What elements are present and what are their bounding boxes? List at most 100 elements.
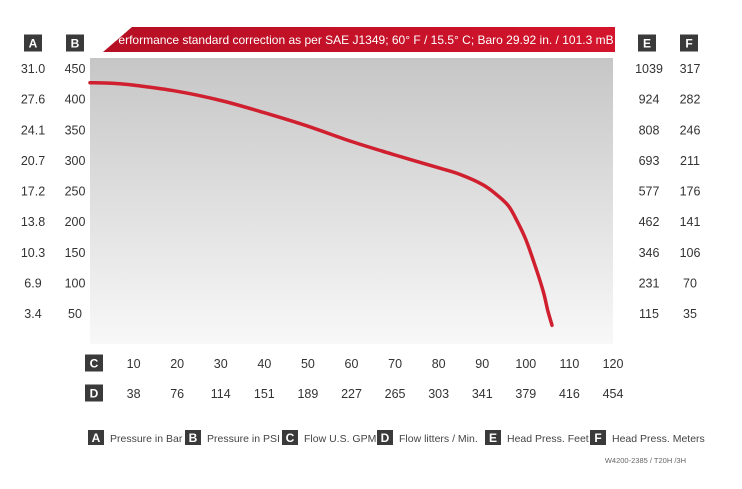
axis-f-tick: 35 — [683, 307, 697, 321]
legend-badge-box — [377, 430, 393, 445]
axis-c-badge-box — [85, 354, 103, 372]
axis-f-badge-letter: F — [685, 37, 692, 51]
legend-label: Flow U.S. GPM — [304, 433, 376, 445]
axis-a-tick: 20.7 — [21, 154, 45, 168]
axis-b-tick: 150 — [65, 246, 86, 260]
axis-b-tick: 50 — [68, 307, 82, 321]
axis-d-badge-letter: D — [90, 387, 99, 401]
axis-d-tick: 416 — [559, 387, 580, 401]
pressure-curve-line — [88, 80, 554, 328]
title-banner — [103, 27, 615, 52]
axis-b-tick: 250 — [65, 185, 86, 199]
axis-c-tick: 90 — [475, 357, 489, 371]
axis-d-badge-box — [85, 384, 103, 402]
axis-c-badge: C — [85, 354, 103, 372]
axis-c-tick: 110 — [559, 357, 579, 371]
axis-d-badge: D — [85, 384, 103, 402]
axis-c-tick: 30 — [214, 357, 228, 371]
axis-b-badge: B — [66, 34, 84, 52]
axis-f-tick: 70 — [683, 276, 697, 290]
axis-a-badge-box — [24, 34, 42, 52]
axis-d-tick: 454 — [603, 387, 624, 401]
axis-f-tick: 141 — [680, 215, 701, 229]
axis-f-badge: F — [680, 34, 698, 52]
axis-f-tick: 106 — [680, 246, 701, 260]
axis-c-tick: 100 — [515, 357, 536, 371]
axis-c-tick: 20 — [170, 357, 184, 371]
axis-d-tick: 151 — [254, 387, 275, 401]
axis-d-tick: 76 — [170, 387, 184, 401]
axis-a-badge: A — [24, 34, 42, 52]
legend-badge-box — [590, 430, 606, 445]
axis-d-tick: 38 — [127, 387, 141, 401]
axis-c-tick: 40 — [257, 357, 271, 371]
legend-badge-box — [485, 430, 501, 445]
legend-item-a: A Pressure in Bar — [88, 430, 183, 445]
axis-d-tick: 265 — [385, 387, 406, 401]
axis-e-badge-box — [638, 34, 656, 52]
axis-b-tick: 450 — [65, 62, 86, 76]
legend-item-f: F Head Press. Meters — [590, 430, 705, 445]
axis-a-tick: 24.1 — [21, 123, 45, 137]
legend-badge-letter: C — [286, 431, 295, 445]
axis-c-badge-letter: C — [90, 357, 99, 371]
legend-label: Flow litters / Min. — [399, 433, 478, 445]
legend-label: Pressure in PSI — [207, 433, 280, 445]
legend-label: Pressure in Bar — [110, 433, 183, 445]
axis-e-tick: 693 — [639, 154, 660, 168]
axis-e-tick: 462 — [639, 215, 660, 229]
legend-label: Head Press. Feet — [507, 433, 589, 445]
legend-badge-letter: F — [594, 431, 601, 445]
axis-a-tick: 13.8 — [21, 215, 45, 229]
axis-c-tick: 10 — [127, 357, 141, 371]
axis-c-tick: 60 — [345, 357, 359, 371]
legend-badge-box — [185, 430, 201, 445]
axis-e-tick: 577 — [639, 185, 660, 199]
axis-e-tick: 924 — [639, 93, 660, 107]
axis-e-badge: E — [638, 34, 656, 52]
legend-badge-letter: B — [189, 431, 198, 445]
axis-e-tick: 808 — [639, 123, 660, 137]
axis-e-tick: 346 — [639, 246, 660, 260]
axis-e-tick: 231 — [639, 276, 660, 290]
axis-c-tick: 120 — [603, 357, 624, 371]
axis-a-tick: 27.6 — [21, 93, 45, 107]
axis-a-tick: 6.9 — [24, 276, 41, 290]
axis-d-tick: 227 — [341, 387, 362, 401]
axis-f-tick: 317 — [680, 62, 701, 76]
axis-e-badge-letter: E — [643, 37, 651, 51]
axis-b-tick: 350 — [65, 123, 86, 137]
axis-f-badge-box — [680, 34, 698, 52]
axis-a-tick: 17.2 — [21, 185, 45, 199]
axis-b-badge-letter: B — [71, 37, 80, 51]
axis-d-tick: 379 — [515, 387, 536, 401]
legend-item-d: D Flow litters / Min. — [377, 430, 478, 445]
chart-title: Performance standard correction as per S… — [110, 33, 613, 47]
legend-item-b: B Pressure in PSI — [185, 430, 280, 445]
axis-e-tick: 1039 — [635, 62, 663, 76]
axis-b-tick: 100 — [65, 276, 86, 290]
legend-item-c: C Flow U.S. GPM — [282, 430, 376, 445]
axis-b-tick: 300 — [65, 154, 86, 168]
axis-a-tick: 31.0 — [21, 62, 45, 76]
legend-label: Head Press. Meters — [612, 433, 705, 445]
axis-d-tick: 341 — [472, 387, 493, 401]
plot-area — [90, 58, 613, 344]
axis-b-tick: 200 — [65, 215, 86, 229]
axis-b-tick: 400 — [65, 93, 86, 107]
axis-e-tick: 115 — [639, 307, 659, 321]
axis-c-tick: 50 — [301, 357, 315, 371]
axis-a-tick: 10.3 — [21, 246, 45, 260]
axis-b-badge-box — [66, 34, 84, 52]
axis-f-tick: 211 — [680, 154, 700, 168]
legend-badge-box — [88, 430, 104, 445]
axis-a-badge-letter: A — [29, 37, 38, 51]
model-code: W4200-2385 / T20H /3H — [605, 456, 686, 465]
axis-f-tick: 176 — [680, 185, 701, 199]
legend-badge-box — [282, 430, 298, 445]
axis-f-tick: 282 — [680, 93, 701, 107]
legend-badge-letter: E — [489, 431, 497, 445]
axis-d-tick: 303 — [428, 387, 449, 401]
axis-d-tick: 114 — [211, 387, 231, 401]
